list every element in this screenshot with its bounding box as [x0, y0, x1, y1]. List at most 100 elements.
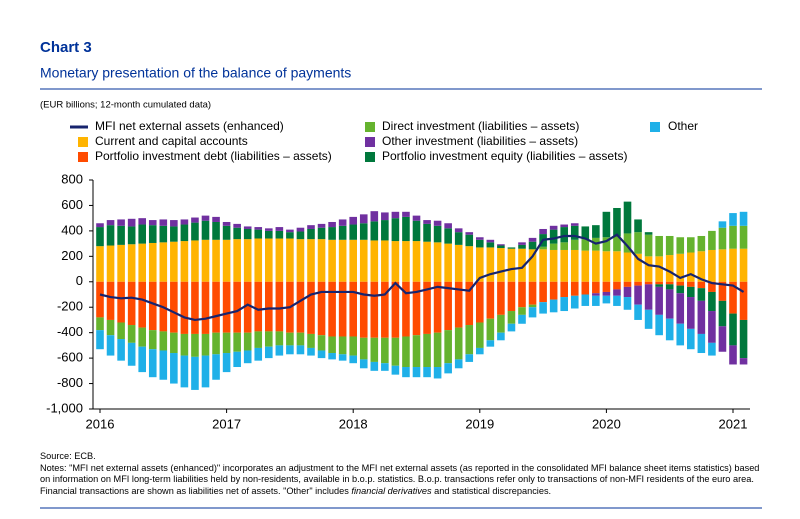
bar: [613, 251, 621, 282]
bar: [233, 223, 241, 228]
bar: [222, 281, 231, 333]
bar: [528, 281, 537, 305]
bar: [433, 281, 442, 333]
bar: [454, 232, 463, 245]
bar: [676, 285, 685, 294]
source: Source: ECB.: [40, 451, 96, 461]
bar: [328, 221, 336, 228]
bar: [560, 297, 568, 312]
bar: [201, 215, 210, 221]
bar: [507, 281, 516, 312]
bar: [423, 241, 431, 282]
bar: [718, 326, 727, 352]
notes: Source: ECB. Notes: "MFI net external as…: [40, 451, 770, 497]
bar: [718, 227, 727, 250]
bar: [243, 332, 252, 351]
bar: [465, 281, 474, 326]
bar: [117, 244, 125, 282]
bar: [359, 337, 368, 360]
bar: [507, 311, 516, 324]
bar: [739, 211, 748, 226]
bar: [507, 247, 516, 249]
bar: [687, 297, 695, 329]
bar: [623, 286, 632, 298]
bar: [570, 249, 579, 282]
bar: [433, 242, 442, 282]
bar: [454, 359, 463, 369]
bar: [296, 231, 305, 240]
bar: [412, 241, 421, 282]
bar: [370, 361, 379, 371]
bar: [138, 224, 146, 244]
bar: [634, 219, 642, 233]
bar: [581, 250, 590, 282]
bar: [444, 363, 452, 374]
bar: [254, 331, 263, 348]
bar: [433, 220, 442, 226]
bar: [528, 307, 537, 318]
bar: [592, 293, 600, 296]
bar: [739, 225, 748, 249]
bar: [729, 213, 737, 226]
bar: [402, 367, 410, 378]
bar: [665, 289, 674, 319]
bar: [286, 232, 294, 239]
bar: [106, 319, 115, 336]
bar: [391, 218, 400, 242]
bar: [201, 333, 210, 356]
bar: [286, 229, 294, 233]
bar: [623, 233, 632, 253]
bar: [644, 256, 653, 282]
bar: [697, 288, 706, 301]
bar: [486, 318, 495, 341]
bar: [359, 239, 368, 282]
bar: [254, 227, 263, 230]
bar: [391, 241, 400, 282]
bar: [497, 248, 505, 282]
bar: [191, 281, 199, 334]
bar: [454, 327, 463, 360]
bar: [138, 281, 146, 328]
bar: [592, 295, 600, 306]
bar: [507, 323, 516, 332]
bar: [328, 336, 336, 354]
bar: [359, 359, 368, 369]
bar: [338, 281, 347, 337]
bar: [570, 225, 579, 240]
y-tick-label: -200: [57, 299, 83, 314]
bar: [423, 281, 431, 334]
bar: [708, 342, 716, 356]
bar: [275, 227, 284, 231]
y-tick-label: -400: [57, 324, 83, 339]
bar: [412, 281, 421, 336]
bar: [243, 226, 252, 229]
bar: [655, 235, 663, 257]
bar: [96, 281, 104, 318]
y-tick-label: -600: [57, 350, 83, 365]
legend-label: Direct investment (liabilities – assets): [382, 119, 579, 133]
bar: [613, 289, 621, 296]
bar: [328, 227, 336, 240]
bar: [665, 318, 674, 341]
bar: [497, 332, 505, 341]
bar: [381, 337, 389, 364]
bar: [243, 281, 252, 333]
bar: [539, 302, 547, 314]
bar: [296, 239, 305, 282]
bar: [106, 281, 115, 320]
bar: [212, 281, 220, 333]
bar: [349, 336, 357, 356]
bar: [275, 238, 284, 282]
bar: [644, 232, 653, 235]
bar: [370, 221, 379, 241]
bar: [148, 220, 157, 226]
bar: [275, 281, 284, 332]
bar: [718, 221, 727, 228]
bar: [412, 367, 421, 378]
bar: [412, 335, 421, 368]
bar: [233, 239, 241, 282]
bar: [370, 240, 379, 282]
bar: [296, 227, 305, 232]
bar: [444, 228, 452, 244]
bar: [391, 365, 400, 375]
